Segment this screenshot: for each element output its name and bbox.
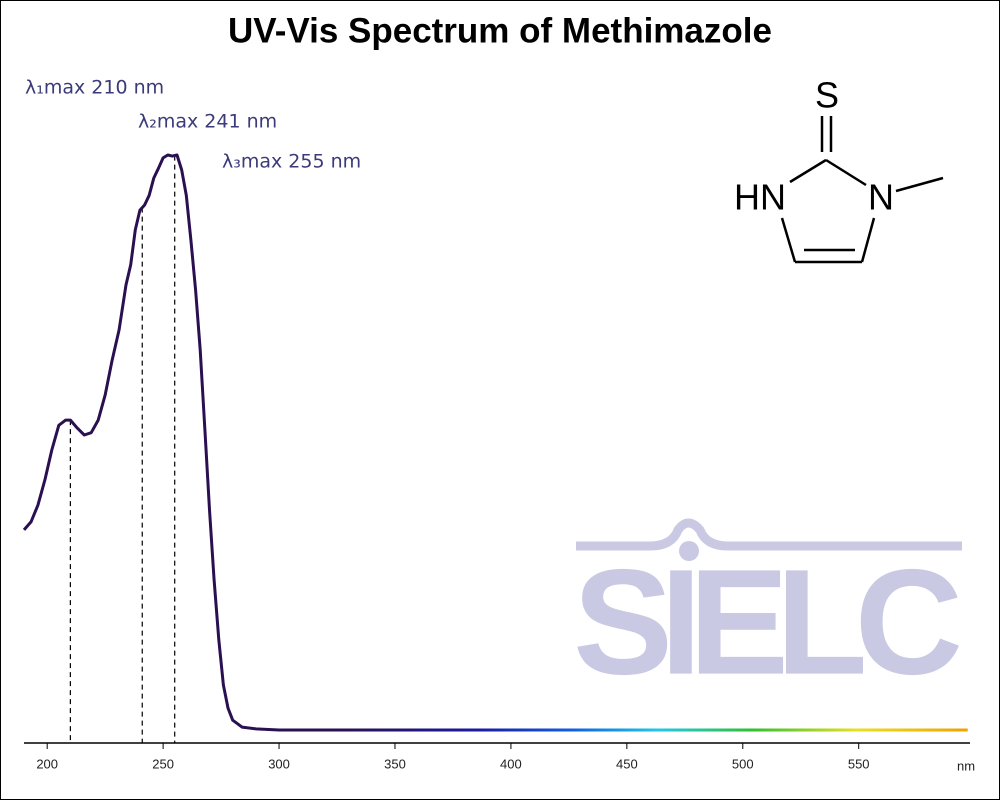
peak-label: λ₂max 241 nm — [138, 111, 277, 133]
molecule: S HN N — [734, 75, 944, 264]
x-tick-label: 550 — [848, 756, 870, 771]
x-tick-label: 300 — [268, 756, 290, 771]
peak-label: λ₃max 255 nm — [222, 151, 361, 173]
bond — [895, 176, 944, 193]
watermark-dot — [679, 541, 699, 561]
bond — [780, 217, 797, 263]
x-axis-unit: nm — [957, 758, 975, 773]
x-tick-label: 250 — [152, 756, 174, 771]
chart-title: UV-Vis Spectrum of Methimazole — [228, 11, 772, 50]
atom-label: N — [868, 177, 894, 218]
bond — [789, 158, 827, 184]
x-tick-label: 200 — [36, 756, 58, 771]
x-tick-label: 400 — [500, 756, 522, 771]
bond — [860, 217, 876, 263]
bond — [825, 158, 867, 187]
peak-label: λ₁max 210 nm — [25, 77, 164, 99]
x-tick-label: 350 — [384, 756, 406, 771]
watermark: SIELC — [573, 518, 963, 706]
x-tick-label: 500 — [732, 756, 754, 771]
watermark-text: SIELC — [573, 538, 963, 706]
x-tick-label: 450 — [616, 756, 638, 771]
atom-label: S — [815, 75, 839, 116]
watermark-wave — [576, 518, 962, 551]
atom-label: HN — [734, 177, 786, 218]
spectrum-line — [22, 153, 968, 732]
